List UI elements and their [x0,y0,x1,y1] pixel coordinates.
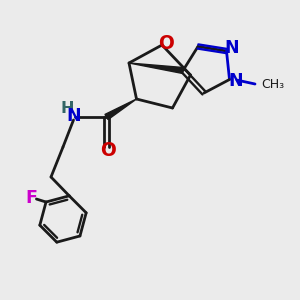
Text: N: N [225,39,239,57]
Text: H: H [61,100,74,116]
Text: O: O [100,140,116,160]
Text: N: N [228,72,243,90]
Text: N: N [66,107,81,125]
Text: F: F [25,188,37,206]
Text: O: O [158,34,173,53]
Polygon shape [129,63,183,74]
Text: CH₃: CH₃ [262,77,285,91]
Polygon shape [105,99,136,120]
